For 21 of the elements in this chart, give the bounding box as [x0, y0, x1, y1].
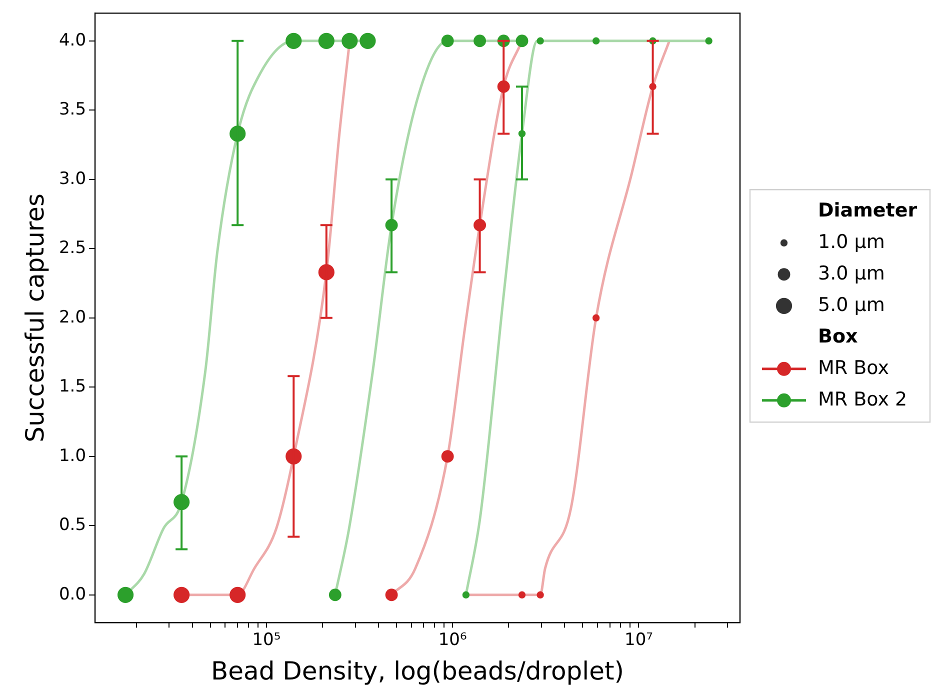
legend-label: MR Box 2 — [818, 388, 908, 410]
text: Box — [818, 325, 858, 348]
x-tick-label: 10⁷ — [624, 630, 654, 650]
y-tick-label: 1.5 — [58, 376, 86, 397]
y-tick-label: 1.0 — [58, 446, 86, 466]
legend-label: MR Box — [818, 356, 889, 379]
y-tick-label: 2.0 — [58, 307, 86, 328]
y-tick-label: 3.0 — [58, 168, 86, 189]
y-tick-label: 4.0 — [58, 30, 86, 50]
x-tick-label: 10⁶ — [438, 630, 467, 650]
y-tick-label: 0.0 — [58, 584, 86, 604]
y-tick-label: 3.5 — [58, 100, 86, 120]
y-axis-title: Successful captures — [20, 193, 50, 442]
legend-label: 5.0 µm — [818, 294, 885, 316]
text: Diameter — [818, 199, 918, 222]
legend-label: 1.0 µm — [818, 230, 885, 253]
y-tick-label: 0.5 — [58, 515, 86, 536]
x-axis-title: Bead Density, log(beads/droplet) — [211, 656, 624, 686]
legend-label: 3.0 µm — [818, 262, 885, 284]
y-tick-label: 2.5 — [58, 238, 86, 258]
x-tick-label: 10⁵ — [252, 630, 281, 650]
